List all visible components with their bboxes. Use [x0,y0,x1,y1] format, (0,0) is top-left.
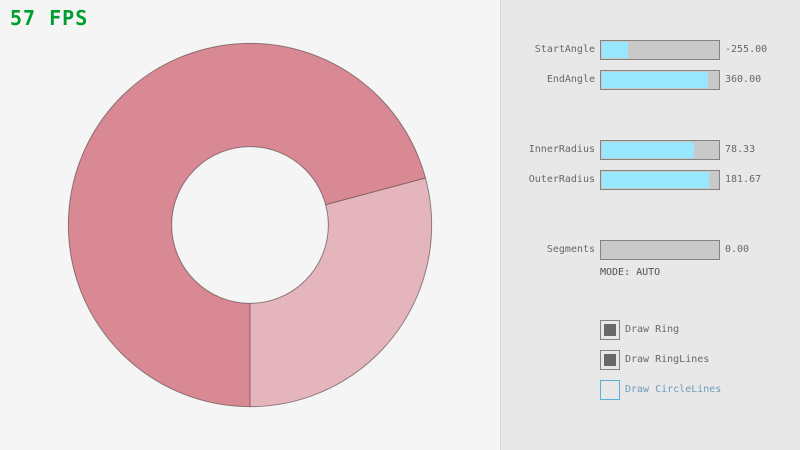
slider-row-endangle: EndAngle 360.00 [0,70,800,90]
mode-caption: MODE: AUTO [600,267,661,278]
outerradius-label: OuterRadius [528,174,595,185]
slider-row-segments: Segments 0.00 [0,240,800,260]
draw-ringlines-checkbox[interactable] [600,350,620,370]
segments-label: Segments [546,244,595,255]
check-mark-icon [604,324,616,336]
segments-value: 0.00 [725,244,750,255]
startangle-label: StartAngle [534,44,595,55]
innerradius-value: 78.33 [725,144,756,155]
draw-circlelines-label: Draw CircleLines [625,384,722,395]
segments-slider[interactable] [600,240,720,260]
endangle-slider-fill [602,72,709,88]
innerradius-slider[interactable] [600,140,720,160]
checkbox-row-draw-ring: Draw Ring [0,320,679,340]
slider-row-innerradius: InnerRadius 78.33 [0,140,800,160]
draw-ringlines-label: Draw RingLines [625,354,710,365]
outerradius-slider[interactable] [600,170,720,190]
fps-counter: 57 FPS [10,6,89,30]
slider-row-startangle: StartAngle -255.00 [0,40,800,60]
check-mark-icon [604,354,616,366]
startangle-value: -255.00 [725,44,768,55]
draw-circlelines-checkbox[interactable] [600,380,620,400]
ring-light-segment [250,177,432,407]
endangle-slider[interactable] [600,70,720,90]
ring-inner-outline [171,146,329,304]
endangle-value: 360.00 [725,74,762,85]
outerradius-slider-fill [602,172,710,188]
startangle-slider[interactable] [600,40,720,60]
draw-ring-label: Draw Ring [625,324,680,335]
checkbox-row-draw-ringlines: Draw RingLines [0,350,709,370]
ring-cap-line-upper-right [325,177,426,206]
ring-outer-outline [67,42,433,408]
endangle-label: EndAngle [546,74,595,85]
slider-row-outerradius: OuterRadius 181.67 [0,170,800,190]
innerradius-slider-fill [602,142,695,158]
startangle-slider-fill [602,42,628,58]
checkbox-row-draw-circlelines: Draw CircleLines [0,380,721,400]
outerradius-value: 181.67 [725,174,762,185]
innerradius-label: InnerRadius [528,144,595,155]
draw-ring-checkbox[interactable] [600,320,620,340]
